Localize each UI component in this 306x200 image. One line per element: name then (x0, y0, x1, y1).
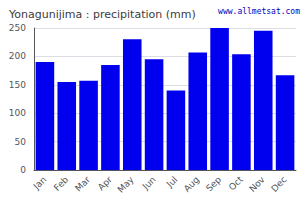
svg-text:Mar: Mar (73, 174, 92, 193)
svg-text:Yonagunijima : precipitation (: Yonagunijima : precipitation (mm) (8, 8, 196, 21)
svg-text:Feb: Feb (52, 174, 71, 193)
svg-text:www.allmetsat.com: www.allmetsat.com (218, 7, 300, 16)
svg-text:Dec: Dec (269, 174, 288, 193)
svg-text:0: 0 (20, 165, 26, 175)
svg-text:Apr: Apr (96, 174, 114, 192)
svg-text:150: 150 (9, 80, 26, 90)
svg-text:May: May (116, 174, 137, 195)
svg-text:Jun: Jun (140, 174, 158, 192)
svg-text:Sep: Sep (204, 174, 223, 193)
svg-text:250: 250 (9, 23, 26, 33)
svg-text:100: 100 (9, 108, 26, 118)
svg-text:Oct: Oct (227, 174, 245, 192)
svg-text:Aug: Aug (182, 174, 201, 193)
svg-text:200: 200 (9, 51, 26, 61)
svg-text:50: 50 (15, 137, 27, 147)
svg-text:Nov: Nov (247, 174, 267, 194)
svg-text:Jan: Jan (31, 174, 49, 192)
svg-text:Jul: Jul (164, 174, 179, 189)
